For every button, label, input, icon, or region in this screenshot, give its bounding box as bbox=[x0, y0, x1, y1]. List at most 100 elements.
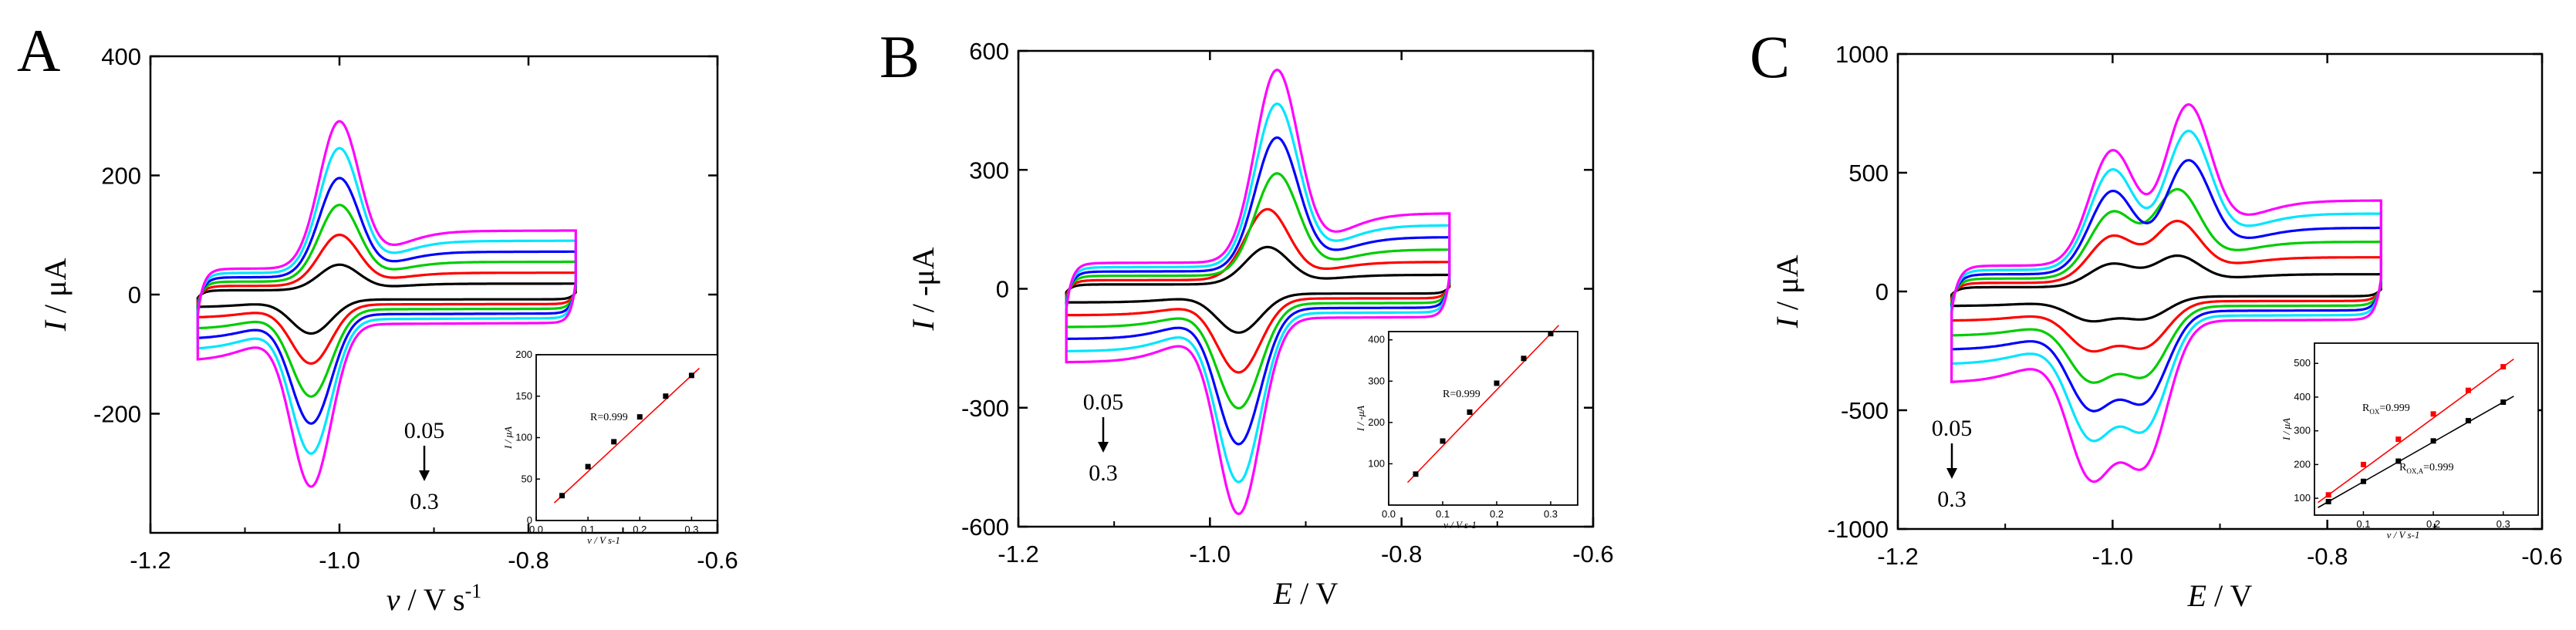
x-tick-label: -1.0 bbox=[319, 547, 360, 574]
panel-label-b: B bbox=[879, 23, 920, 90]
x-tick-label: -1.2 bbox=[998, 541, 1038, 568]
x-axis-label: E / V bbox=[1273, 576, 1339, 611]
y-tick-label: 500 bbox=[1848, 160, 1889, 187]
x-tick-label: -0.6 bbox=[697, 547, 738, 574]
y-tick-label: 0 bbox=[1875, 278, 1889, 305]
y-tick-label: -500 bbox=[1841, 397, 1889, 424]
scan-rate-to: 0.3 bbox=[410, 489, 439, 514]
inset-y-tick-label: 400 bbox=[2294, 391, 2311, 403]
scan-rate-from: 0.05 bbox=[404, 418, 445, 443]
inset-y-tick-label: 50 bbox=[522, 473, 532, 484]
cv-series-line bbox=[196, 177, 577, 425]
inset-r-label: ROX=0.999 bbox=[2362, 403, 2410, 416]
inset-data-point bbox=[1548, 331, 1554, 337]
scan-rate-arrowhead bbox=[1098, 442, 1109, 453]
panel-a-plot: -1.2 -1.0 -0.8 -0.6 -200 0 200 400 v / V s-1 I / … bbox=[38, 43, 738, 617]
inset-r-label: ROX,A=0.999 bbox=[2399, 462, 2454, 475]
y-tick-label: -1000 bbox=[1828, 516, 1889, 543]
y-axis-label: I / μA bbox=[38, 258, 73, 332]
inset-y-tick-label: 300 bbox=[2294, 425, 2311, 436]
inset-y-tick-label: 100 bbox=[1368, 457, 1385, 469]
inset-data-point bbox=[2395, 458, 2402, 464]
inset-data-point bbox=[585, 463, 591, 470]
inset-plot: 0.0 0.1 0.2 0.3 100 200 300 400 v / V s-1 I / -μA… bbox=[1355, 325, 1578, 531]
inset-fit-line bbox=[2318, 396, 2514, 508]
x-tick-label: -0.6 bbox=[1572, 541, 1613, 568]
inset-r-label: R=0.999 bbox=[590, 412, 628, 423]
inset-x-tick-label: 0.0 bbox=[1382, 508, 1396, 520]
inset-data-point bbox=[2360, 461, 2366, 467]
x-tick-label: -0.8 bbox=[508, 547, 549, 574]
panel-label-a: A bbox=[17, 17, 60, 84]
x-tick-label: -1.2 bbox=[130, 547, 170, 574]
x-tick-label: -0.8 bbox=[2307, 543, 2348, 570]
scan-rate-from: 0.05 bbox=[1932, 416, 1973, 441]
inset-x-label: v / V s-1 bbox=[587, 534, 620, 546]
cv-series-line bbox=[1950, 103, 2382, 483]
inset-x-label: v / V s-1 bbox=[2387, 529, 2420, 541]
inset-data-point bbox=[2325, 499, 2331, 505]
inset-y-tick-label: 200 bbox=[515, 349, 532, 360]
panel-c-plot: -1.2 -1.0 -0.8 -0.6 -1000 -500 0 500 1000 E / V I … bbox=[1770, 41, 2563, 613]
y-tick-label: 600 bbox=[969, 38, 1009, 65]
cv-series-line bbox=[196, 147, 577, 455]
y-tick-label: -600 bbox=[961, 514, 1009, 541]
y-tick-label: 0 bbox=[996, 276, 1009, 303]
y-axis-label: I / μA bbox=[1770, 255, 1805, 329]
inset-y-label: I / μA bbox=[502, 426, 514, 450]
inset-y-tick-label: 400 bbox=[1368, 334, 1385, 345]
y-tick-label: -200 bbox=[93, 401, 141, 428]
y-tick-label: 200 bbox=[101, 163, 141, 190]
x-tick-label: -1.0 bbox=[2092, 543, 2133, 570]
inset-x-tick-label: 0.1 bbox=[1436, 508, 1450, 520]
inset-x-tick-label: 0.3 bbox=[2497, 518, 2510, 530]
inset-data-point bbox=[611, 439, 617, 445]
inset-data-point bbox=[2465, 418, 2471, 424]
inset-data-point bbox=[1467, 409, 1473, 415]
inset-y-tick-label: 100 bbox=[515, 432, 532, 443]
inset-data-point bbox=[2430, 411, 2436, 417]
inset-y-tick-label: 200 bbox=[2294, 458, 2311, 470]
y-tick-label: 1000 bbox=[1835, 41, 1889, 68]
x-tick-label: -0.8 bbox=[1381, 541, 1422, 568]
inset-frame bbox=[535, 354, 718, 521]
y-tick-label: 300 bbox=[969, 157, 1009, 184]
inset-data-point bbox=[2465, 387, 2471, 393]
inset-fit-line bbox=[2318, 358, 2514, 504]
inset-y-tick-label: 0 bbox=[527, 514, 532, 526]
inset-y-label: I / -μA bbox=[1355, 406, 1366, 432]
inset-x-tick-label: 0.0 bbox=[529, 524, 543, 535]
inset-data-point bbox=[2430, 438, 2436, 444]
inset-data-point bbox=[636, 414, 643, 420]
scan-rate-to: 0.3 bbox=[1937, 487, 1967, 512]
inset-data-point bbox=[1440, 438, 1446, 444]
scan-rate-arrowhead bbox=[1946, 468, 1957, 479]
inset-x-tick-label: 0.3 bbox=[1544, 508, 1558, 520]
x-axis-label: v / V s-1 bbox=[387, 580, 482, 617]
cv-series-line bbox=[1065, 68, 1451, 516]
inset-x-tick-label: 0.2 bbox=[1490, 508, 1504, 520]
inset-data-point bbox=[2500, 399, 2507, 406]
cv-series-line bbox=[1065, 245, 1451, 334]
inset-r-label: R=0.999 bbox=[1443, 389, 1480, 400]
x-axis-label: E / V bbox=[2187, 578, 2253, 613]
inset-fit-line bbox=[553, 367, 701, 504]
inset-data-point bbox=[2500, 364, 2507, 370]
inset-y-tick-label: 100 bbox=[2294, 492, 2311, 504]
inset-plot: 0.0 0.1 0.2 0.3 0 50 100 150 200 v / V s-1 I / μA R… bbox=[502, 349, 718, 546]
inset-data-point bbox=[2395, 436, 2402, 443]
scan-rate-arrowhead bbox=[419, 470, 430, 481]
inset-data-point bbox=[1413, 471, 1419, 477]
x-tick-label: -1.2 bbox=[1877, 543, 1918, 570]
inset-frame bbox=[1388, 331, 1578, 506]
y-tick-label: 0 bbox=[128, 281, 141, 308]
inset-data-point bbox=[559, 493, 566, 499]
y-axis-label: I / -μA bbox=[906, 247, 940, 331]
inset-x-tick-label: 0.1 bbox=[581, 524, 595, 535]
inset-y-tick-label: 200 bbox=[1368, 416, 1385, 428]
inset-x-label: v / V s-1 bbox=[1443, 519, 1477, 531]
inset-x-tick-label: 0.2 bbox=[633, 524, 647, 535]
inset-data-point bbox=[1494, 380, 1500, 386]
x-tick-label: -0.6 bbox=[2521, 543, 2562, 570]
